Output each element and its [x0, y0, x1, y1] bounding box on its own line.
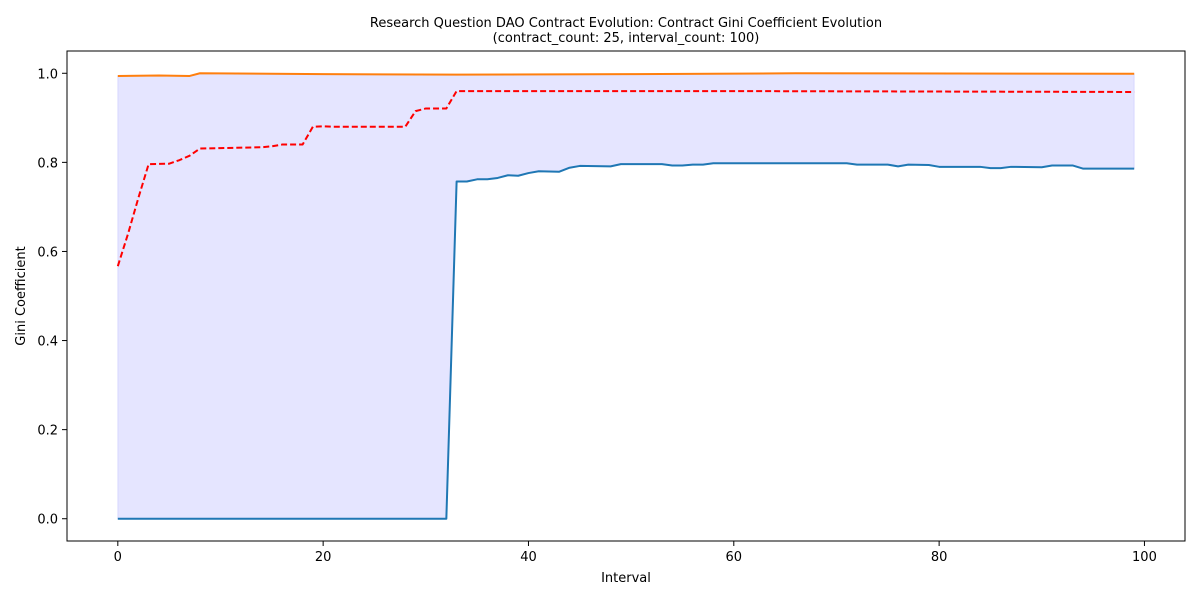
y-tick-label: 0.2 — [37, 424, 58, 439]
range-band — [117, 72, 1135, 520]
min-series-line — [117, 162, 1135, 520]
x-tick-label: 60 — [726, 550, 743, 565]
chart-subtitle: (contract_count: 25, interval_count: 100… — [493, 31, 760, 46]
x-axis: 0 20 40 60 80 100 — [114, 541, 1157, 565]
x-tick-label: 20 — [315, 550, 332, 565]
y-tick-label: 1.0 — [37, 67, 58, 82]
y-tick-label: 0.6 — [37, 245, 58, 260]
max-series-line — [117, 72, 1135, 77]
x-axis-label: Interval — [601, 571, 651, 586]
x-tick-label: 40 — [520, 550, 537, 565]
y-axis: 0.0 0.2 0.4 0.6 0.8 1.0 — [37, 67, 67, 528]
chart-title: Research Question DAO Contract Evolution… — [370, 16, 882, 31]
y-tick-label: 0.8 — [37, 156, 58, 171]
y-axis-label: Gini Coefficient — [14, 246, 29, 345]
y-tick-label: 0.4 — [37, 335, 58, 350]
plot-area — [116, 72, 1135, 520]
x-tick-label: 100 — [1132, 550, 1157, 565]
x-tick-label: 80 — [931, 550, 948, 565]
plot-frame — [66, 50, 1186, 542]
y-tick-label: 0.0 — [37, 513, 58, 528]
mean-series-line — [116, 90, 1135, 267]
x-tick-label: 0 — [114, 550, 122, 565]
